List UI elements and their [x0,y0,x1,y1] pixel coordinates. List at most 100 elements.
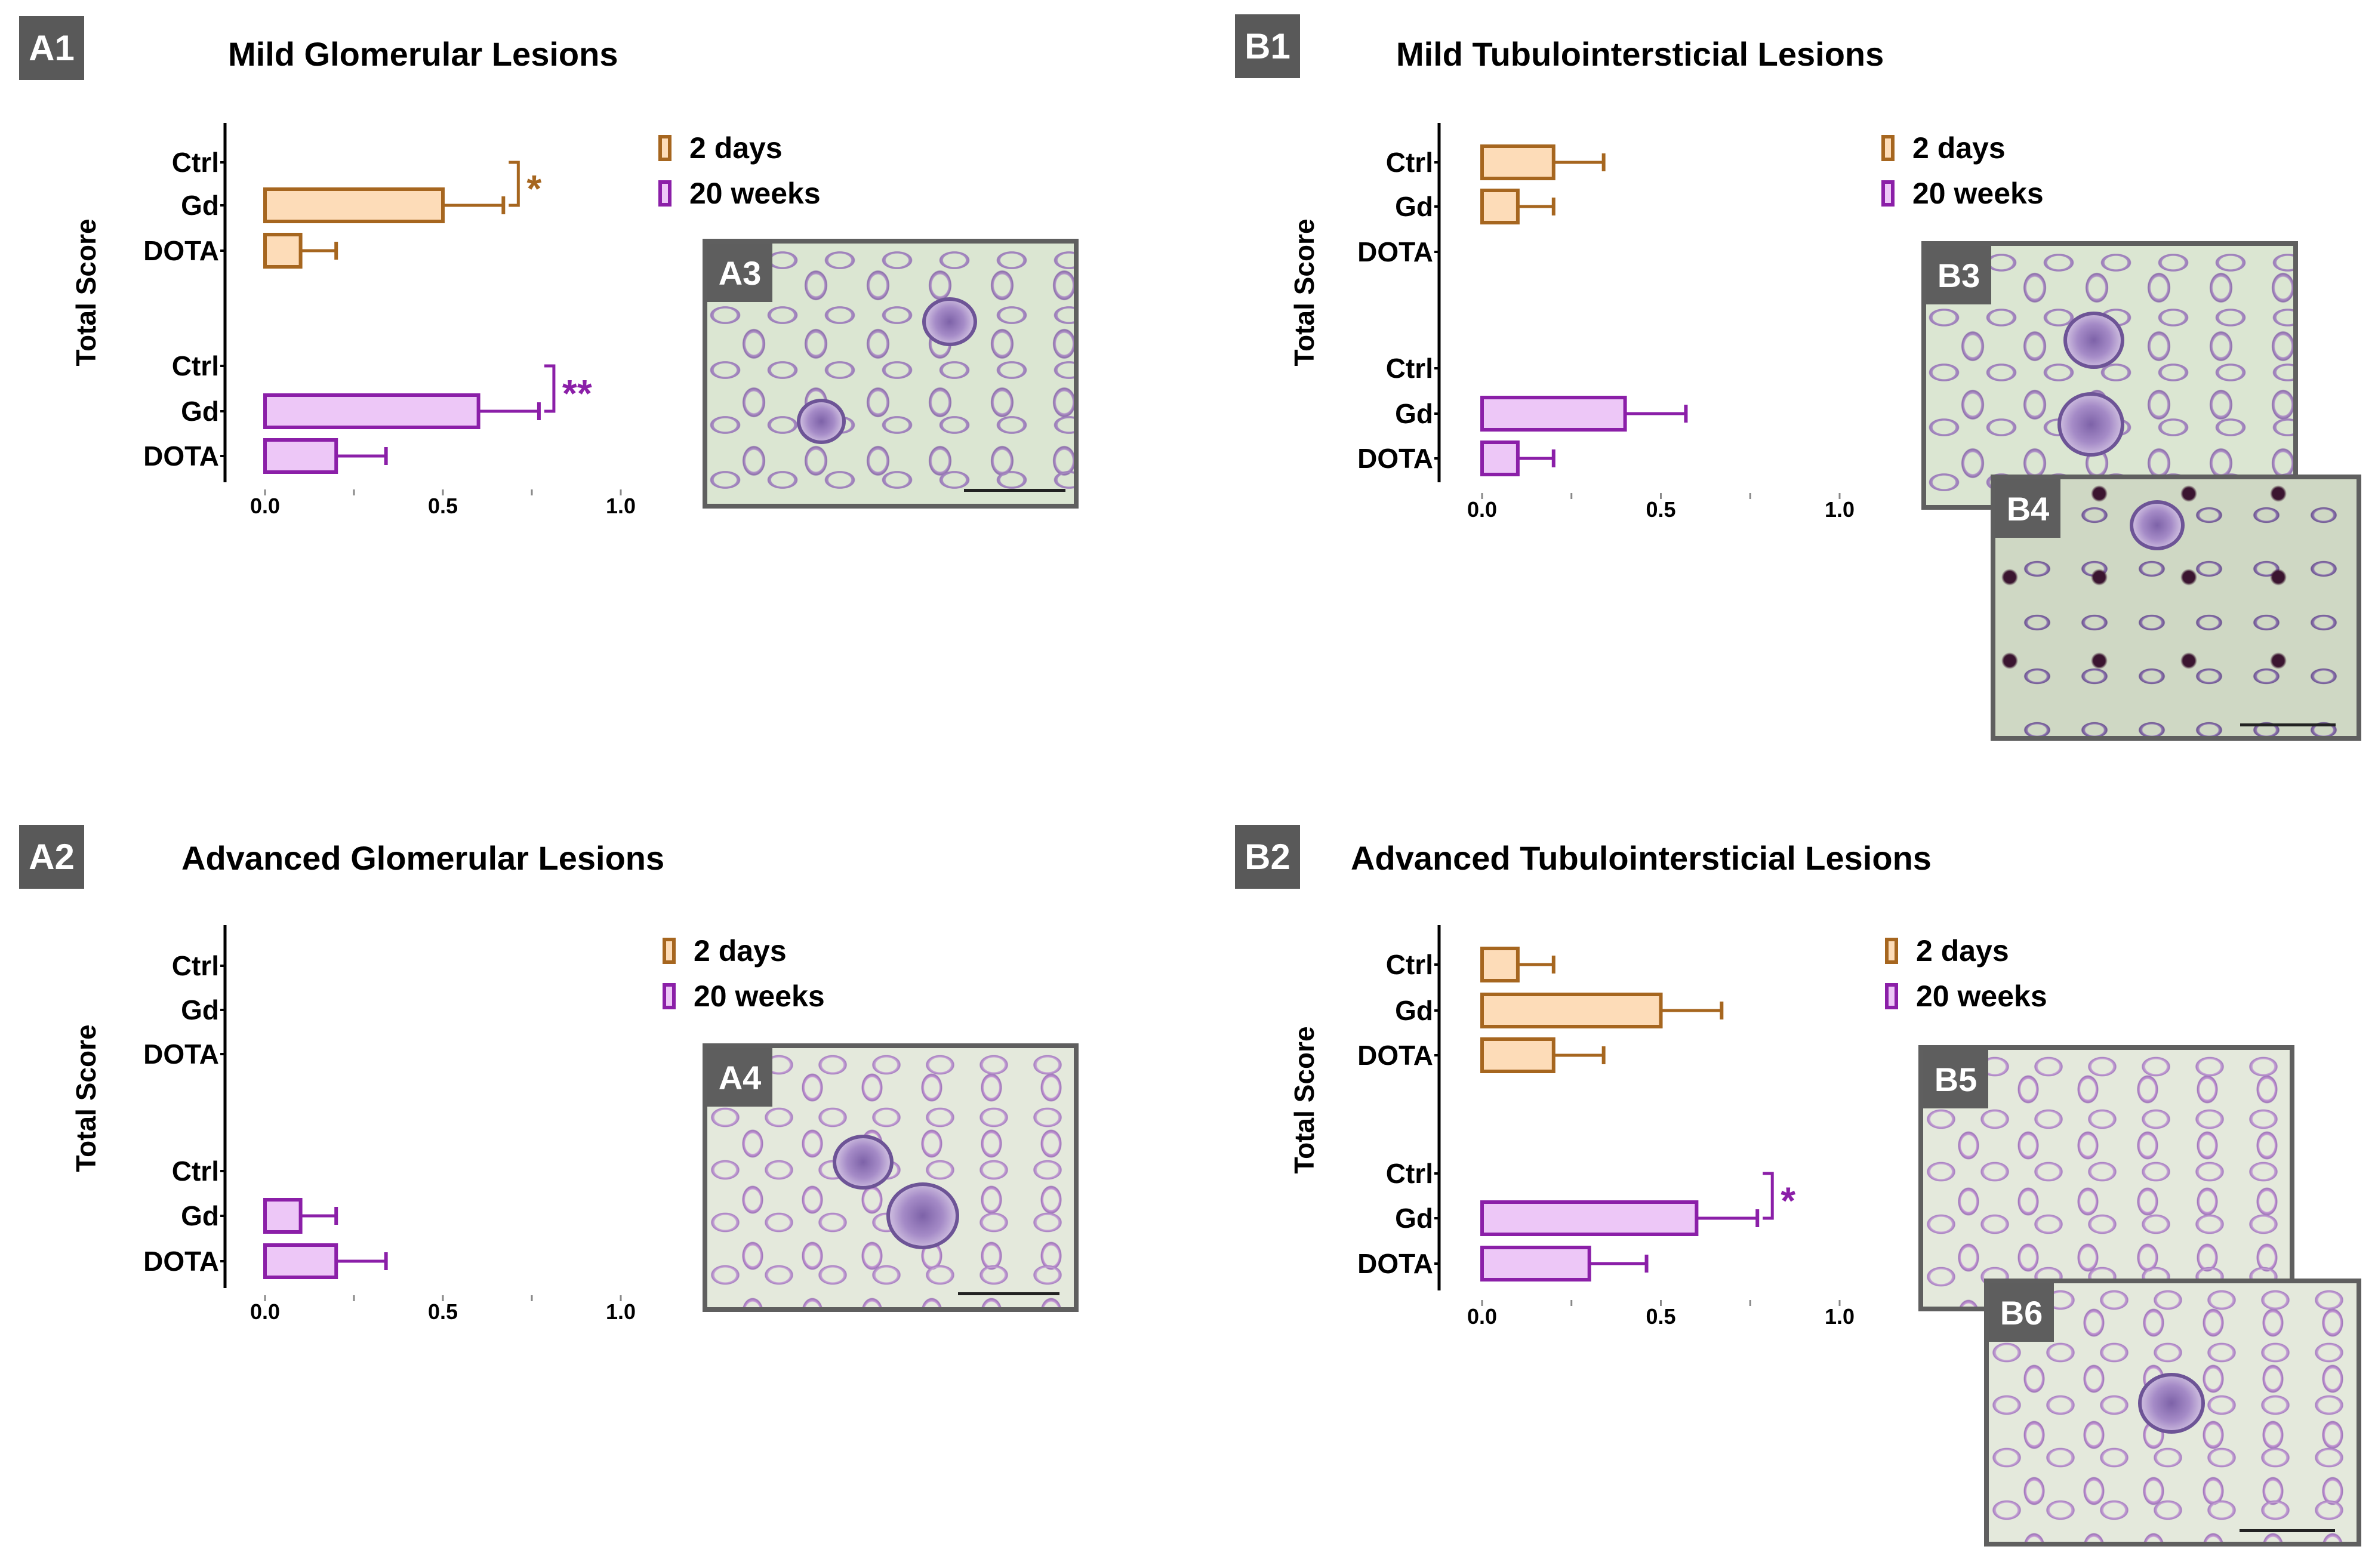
category-label: Ctrl [1386,1158,1433,1189]
micrograph-label: B4 [1995,479,2060,538]
category-label: DOTA [143,1039,219,1070]
category-label: Gd [1395,191,1433,222]
chart-title-a1: Mild Glomerular Lesions [228,35,618,73]
chart-title-b1: Mild Tubulointersticial Lesions [1396,35,1884,73]
bar [1480,440,1520,476]
category-label: Gd [181,396,219,427]
category-label: Ctrl [1386,949,1433,980]
x-tick-label: 0.5 [428,1299,458,1324]
x-tick-label: 1.0 [606,1299,636,1324]
y-axis-label: Total Score [70,1024,101,1172]
legend-swatch-weeks [658,180,671,207]
glomerulus [922,297,977,346]
glomerulus [797,399,846,444]
legend-item-days: 2 days [1881,125,2044,171]
y-axis-label: Total Score [70,218,101,366]
significance-marker: ** [562,372,592,415]
panel-tag-a2: A2 [19,825,84,889]
legend-swatch-days [1885,938,1898,964]
significance-marker: * [1781,1179,1795,1222]
chart-title-a2: Advanced Glomerular Lesions [181,839,665,877]
scale-bar [958,1292,1059,1295]
bar [1480,1037,1555,1073]
legend-item-days: 2 days [658,125,821,171]
legend-swatch-weeks [1885,983,1898,1009]
category-label: Gd [181,1200,219,1231]
x-tick-label: 0.0 [250,494,280,518]
glomerulus [2130,500,2185,550]
legend-item-weeks: 20 weeks [1881,171,2044,216]
micrograph-label: B3 [1926,246,1991,304]
legend-b1: 2 days 20 weeks [1881,125,2044,216]
glomerulus [2138,1373,2205,1434]
bar [1480,1246,1591,1281]
bar [1480,947,1520,982]
x-tick-label: 0.0 [1467,497,1497,522]
category-label: DOTA [1357,443,1433,474]
panel-tag-b1: B1 [1235,14,1300,78]
significance-bracket [1763,1172,1774,1220]
x-tick-label: 0.0 [250,1299,280,1324]
legend-item-weeks: 20 weeks [658,171,821,216]
y-axis-label: Total Score [1289,218,1320,366]
micrograph-label: B5 [1923,1050,1988,1108]
category-label: DOTA [1357,236,1433,267]
micrograph-a4: A4 [703,1043,1079,1312]
glomerulus [2057,392,2124,457]
legend-swatch-weeks [663,983,676,1009]
bar [263,393,480,429]
legend-item-weeks: 20 weeks [1885,974,2047,1019]
legend-label-days: 2 days [1916,934,2009,968]
category-label: Gd [1395,1203,1433,1234]
category-label: DOTA [143,1246,219,1277]
chart-title-b2: Advanced Tubulointersticial Lesions [1351,839,1932,877]
micrograph-b3: B3 [1921,241,2298,510]
bar [263,233,303,269]
micrograph-label: A3 [707,244,772,302]
legend-label-days: 2 days [694,934,787,968]
category-label: Ctrl [172,350,219,381]
category-label: DOTA [1357,1040,1433,1071]
y-axis-label: Total Score [1289,1026,1320,1173]
category-label: Ctrl [1386,147,1433,178]
micrograph-a3: A3 [703,239,1079,509]
category-label: DOTA [143,440,219,472]
x-tick-label: 0.5 [428,494,458,518]
bar [1480,1200,1699,1236]
category-label: DOTA [143,235,219,266]
x-tick-label: 1.0 [606,494,636,518]
category-label: DOTA [1357,1248,1433,1279]
significance-bracket [509,161,520,207]
legend-label-weeks: 20 weeks [689,177,821,210]
panel-tag-a1: A1 [19,16,84,80]
bar [1480,993,1663,1028]
x-tick-label: 0.5 [1646,1304,1675,1329]
category-label: Gd [1395,995,1433,1026]
legend-item-weeks: 20 weeks [663,974,825,1019]
significance-bracket [544,364,556,413]
x-tick-label: 1.0 [1825,1304,1855,1329]
bar [1480,396,1627,432]
scale-bar [2240,723,2336,726]
scale-bar [964,489,1065,492]
glomerulus [886,1182,959,1249]
scale-bar [2240,1529,2335,1532]
category-label: Gd [181,994,219,1025]
micrograph-b6: B6 [1984,1279,2361,1547]
micrograph-label: B6 [1989,1283,2054,1342]
legend-swatch-days [1881,135,1895,161]
legend-label-weeks: 20 weeks [694,979,825,1013]
micrograph-b4: B4 [1991,475,2361,741]
category-label: Ctrl [1386,353,1433,384]
category-label: Gd [181,190,219,221]
micrograph-label: A4 [707,1048,772,1107]
legend-a1: 2 days 20 weeks [658,125,821,216]
category-label: Gd [1395,398,1433,429]
glomerulus [2063,312,2124,369]
category-label: Ctrl [172,1156,219,1187]
x-tick-label: 0.0 [1467,1304,1497,1329]
